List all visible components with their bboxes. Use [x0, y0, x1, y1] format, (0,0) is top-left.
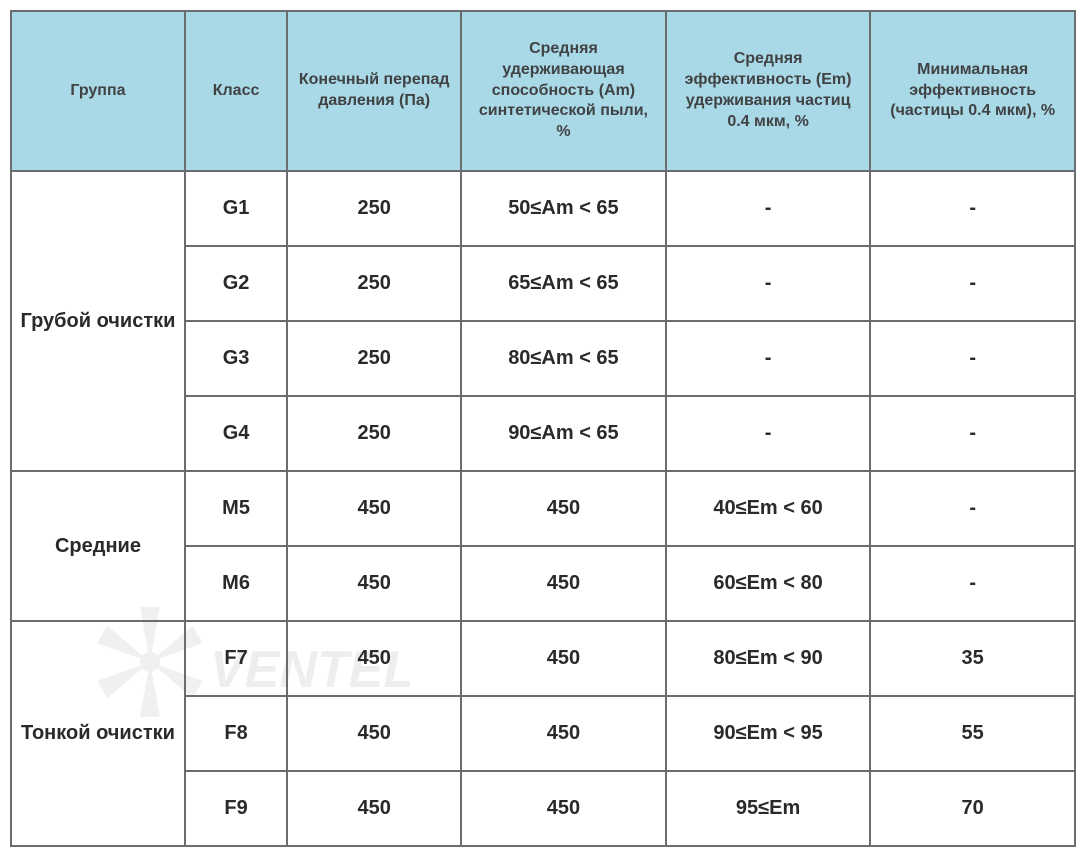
cell-group: Тонкой очистки	[11, 621, 185, 846]
cell-am: 450	[461, 471, 666, 546]
cell-pressure: 450	[287, 471, 461, 546]
cell-em: -	[666, 396, 871, 471]
cell-em: 90≤Em < 95	[666, 696, 871, 771]
cell-pressure: 450	[287, 546, 461, 621]
cell-min: -	[870, 546, 1075, 621]
cell-am: 90≤Am < 65	[461, 396, 666, 471]
cell-min: 35	[870, 621, 1075, 696]
cell-em: 60≤Em < 80	[666, 546, 871, 621]
cell-class: F8	[185, 696, 287, 771]
cell-pressure: 250	[287, 321, 461, 396]
cell-class: G4	[185, 396, 287, 471]
cell-min: -	[870, 471, 1075, 546]
cell-pressure: 250	[287, 171, 461, 246]
cell-am: 450	[461, 546, 666, 621]
table-row: Средние M5 450 450 40≤Em < 60 -	[11, 471, 1075, 546]
cell-em: 80≤Em < 90	[666, 621, 871, 696]
cell-class: G2	[185, 246, 287, 321]
cell-min: -	[870, 171, 1075, 246]
cell-min: -	[870, 246, 1075, 321]
cell-pressure: 250	[287, 396, 461, 471]
header-class: Класс	[185, 11, 287, 171]
cell-min: 55	[870, 696, 1075, 771]
filter-classification-table: Группа Класс Конечный перепад давления (…	[10, 10, 1076, 847]
header-em: Средняя эффективность (Em) удерживания ч…	[666, 11, 871, 171]
cell-class: M6	[185, 546, 287, 621]
table-row: Грубой очистки G1 250 50≤Am < 65 - -	[11, 171, 1075, 246]
cell-pressure: 450	[287, 771, 461, 846]
cell-class: F9	[185, 771, 287, 846]
cell-class: G1	[185, 171, 287, 246]
cell-em: 95≤Em	[666, 771, 871, 846]
cell-em: -	[666, 246, 871, 321]
header-am: Средняя удерживающая способность (Am) си…	[461, 11, 666, 171]
header-min: Минимальная эффективность (частицы 0.4 м…	[870, 11, 1075, 171]
cell-class: M5	[185, 471, 287, 546]
cell-am: 450	[461, 696, 666, 771]
cell-group: Грубой очистки	[11, 171, 185, 471]
cell-pressure: 450	[287, 621, 461, 696]
cell-group: Средние	[11, 471, 185, 621]
cell-am: 450	[461, 621, 666, 696]
cell-min: -	[870, 321, 1075, 396]
cell-am: 65≤Am < 65	[461, 246, 666, 321]
cell-class: G3	[185, 321, 287, 396]
cell-am: 450	[461, 771, 666, 846]
cell-em: -	[666, 171, 871, 246]
cell-am: 50≤Am < 65	[461, 171, 666, 246]
cell-min: 70	[870, 771, 1075, 846]
cell-pressure: 450	[287, 696, 461, 771]
cell-em: 40≤Em < 60	[666, 471, 871, 546]
header-pressure: Конечный перепад давления (Па)	[287, 11, 461, 171]
cell-em: -	[666, 321, 871, 396]
filter-class-table-container: VENTEL Группа Класс Конечный перепад дав…	[10, 10, 1076, 847]
table-header-row: Группа Класс Конечный перепад давления (…	[11, 11, 1075, 171]
header-group: Группа	[11, 11, 185, 171]
cell-pressure: 250	[287, 246, 461, 321]
cell-class: F7	[185, 621, 287, 696]
cell-am: 80≤Am < 65	[461, 321, 666, 396]
cell-min: -	[870, 396, 1075, 471]
table-row: Тонкой очистки F7 450 450 80≤Em < 90 35	[11, 621, 1075, 696]
